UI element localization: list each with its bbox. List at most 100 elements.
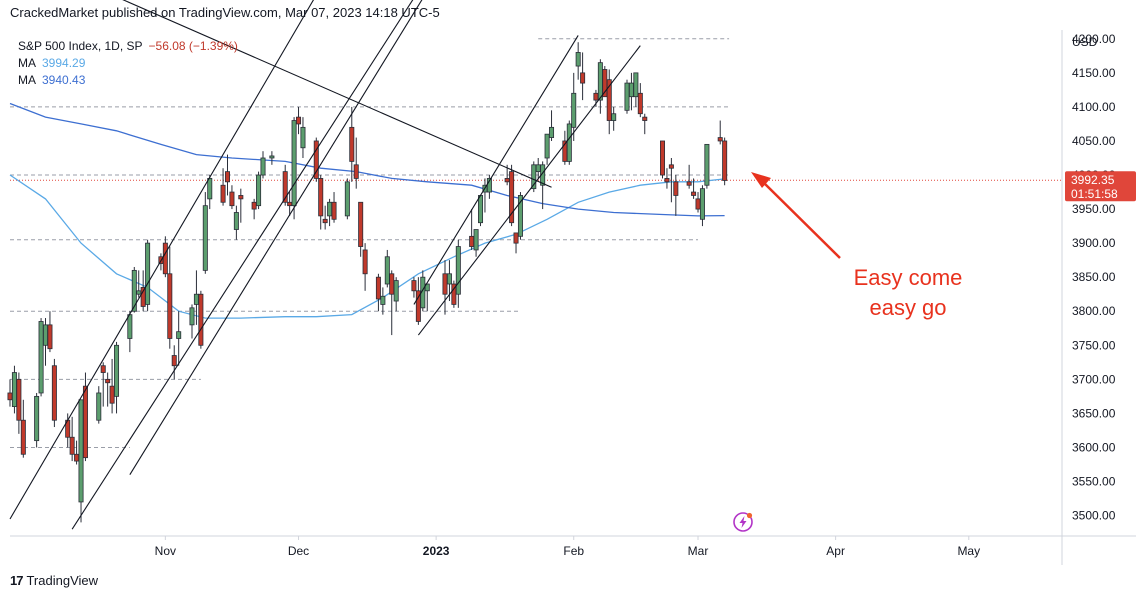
candle	[171, 345, 177, 380]
candle	[225, 154, 231, 196]
candle-body-up	[380, 295, 386, 305]
candle	[673, 175, 679, 216]
candle-body-down	[318, 178, 324, 217]
ma1-line	[9, 174, 725, 319]
moving-averages	[9, 102, 725, 319]
time-tick-label: May	[957, 544, 980, 558]
candle	[695, 192, 701, 213]
candles	[7, 42, 728, 523]
candle-body-down	[251, 201, 257, 210]
time-axis[interactable]: Nov Dec 2023 Feb Mar Apr May	[155, 536, 980, 558]
candle-body-down	[282, 171, 288, 203]
candle-body-down	[198, 293, 204, 346]
annotation-line-1: Easy come	[854, 265, 963, 290]
candle	[393, 277, 399, 312]
candle-body-down	[296, 116, 302, 125]
trend-line	[129, 0, 423, 475]
candle-body-up	[384, 256, 390, 285]
time-tick-label: Mar	[688, 544, 709, 558]
candle-body-up	[34, 395, 40, 442]
price-tick-label: 3900.00	[1072, 236, 1116, 250]
legend-ma1-value: 3994.29	[42, 56, 86, 70]
candle	[633, 72, 639, 107]
annotation-arrow-line	[761, 180, 841, 259]
candle-body-down	[362, 249, 368, 275]
candle-body-up	[393, 280, 399, 302]
publish-header: CrackedMarket published on TradingView.c…	[10, 5, 440, 20]
candle-body-up	[136, 290, 142, 295]
time-tick-label: Apr	[826, 544, 845, 558]
lightning-icon[interactable]	[733, 512, 753, 532]
candle-body-down	[411, 280, 417, 292]
candle-body-down	[695, 198, 701, 210]
candle-body-down	[664, 178, 670, 183]
legend-ma1-label: MA	[18, 56, 36, 70]
candle-body-up	[531, 164, 537, 190]
candle	[100, 362, 106, 407]
candle-body-down	[593, 92, 599, 101]
price-tick-label: 4100.00	[1072, 100, 1116, 114]
candle-body-down	[673, 181, 679, 196]
candle	[478, 195, 484, 227]
candle	[637, 83, 643, 118]
candle	[704, 143, 710, 189]
candle	[384, 249, 390, 288]
candle	[109, 358, 115, 414]
candle	[114, 341, 120, 414]
candle-body-down	[442, 273, 448, 295]
candle-body-up	[300, 126, 306, 149]
candle	[517, 192, 523, 240]
candle-body-up	[145, 242, 151, 305]
price-tick-label: 3950.00	[1072, 202, 1116, 216]
annotation-arrow-head	[751, 172, 771, 188]
price-tick-label: 3550.00	[1072, 475, 1116, 489]
candle	[238, 188, 244, 223]
candle	[202, 192, 208, 274]
candle-body-down	[513, 232, 519, 244]
candle	[362, 243, 368, 291]
price-tick-label: 3800.00	[1072, 304, 1116, 318]
price-tick-label: 3700.00	[1072, 372, 1116, 386]
candle-body-down	[100, 365, 106, 373]
candle-body-down	[16, 378, 22, 421]
candle	[7, 379, 13, 407]
candle-body-down	[349, 126, 355, 162]
candle	[291, 117, 297, 220]
candle	[318, 175, 324, 230]
candle	[722, 137, 728, 186]
candle	[300, 117, 306, 158]
candle-body-up	[535, 164, 541, 173]
legend-ma2-label: MA	[18, 73, 36, 87]
candle-body-down	[358, 201, 364, 247]
annotation: Easy come easy go	[751, 172, 962, 320]
price-tick-label: 3600.00	[1072, 440, 1116, 454]
candle	[251, 198, 257, 220]
last-price-label: 3992.35	[1071, 173, 1115, 187]
candle-body-up	[256, 174, 262, 207]
price-axis[interactable]: 3500.00 3550.00 3600.00 3650.00 3700.00 3750.…	[1072, 32, 1116, 523]
candle	[43, 318, 49, 366]
price-tick-label: 4200.00	[1072, 32, 1116, 46]
ma2-line	[9, 102, 725, 217]
price-tick-label: 4050.00	[1072, 134, 1116, 148]
candle-body-down	[229, 191, 235, 207]
price-tick-label: 4150.00	[1072, 66, 1116, 80]
legend-symbol-text: S&P 500 Index, 1D, SP	[18, 39, 143, 53]
candle	[531, 161, 537, 193]
trend-line	[9, 0, 315, 520]
candle-body-down	[51, 365, 57, 421]
time-tick-label: Feb	[563, 544, 584, 558]
legend-ma1: MA 3994.29	[18, 56, 86, 70]
candle	[313, 137, 319, 182]
candle-body-down	[469, 235, 475, 247]
candle	[482, 178, 488, 213]
candle	[233, 205, 239, 240]
candle-body-up	[628, 82, 634, 98]
candle	[442, 260, 448, 315]
candle-body-up	[233, 212, 239, 230]
candle-body-up	[597, 62, 603, 101]
candle-body-down	[668, 164, 674, 169]
candle	[566, 120, 572, 165]
candle	[353, 137, 359, 189]
